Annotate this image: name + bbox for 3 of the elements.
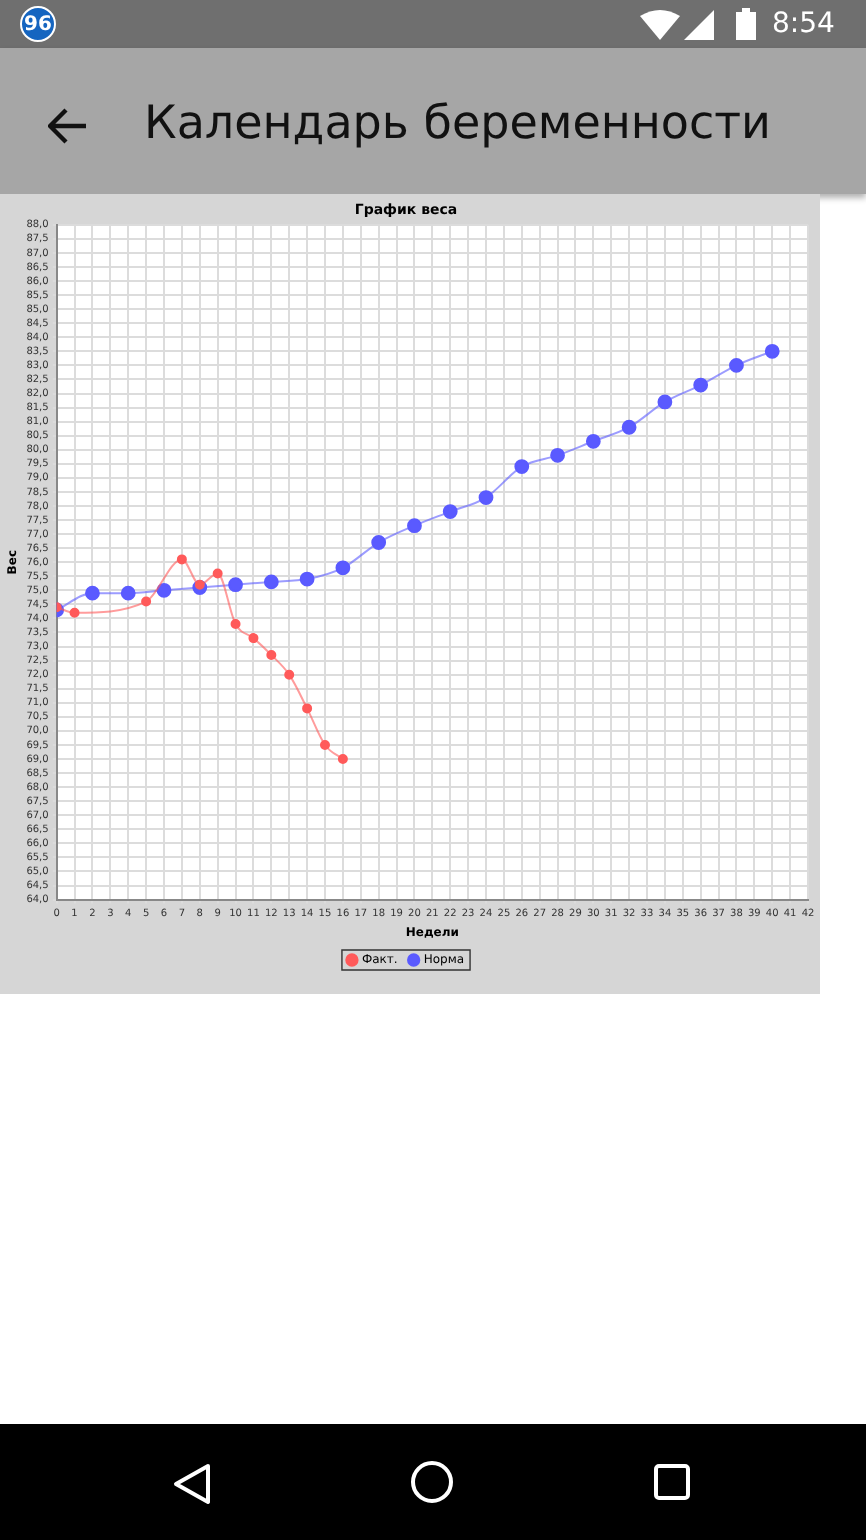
badge: 96 <box>20 6 56 42</box>
text: Календарь беременности <box>144 98 771 150</box>
text: 8:54 <box>772 8 835 40</box>
